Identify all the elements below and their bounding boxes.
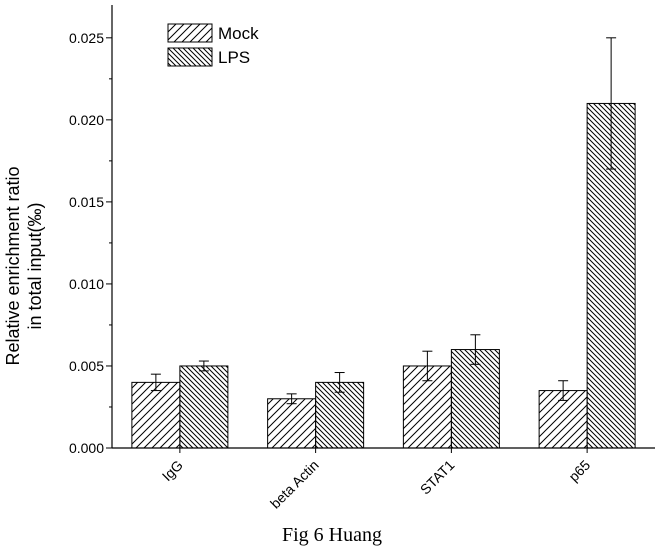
plot-area: IgG beta Actin STAT1 p65 0.000 0.005 0.010 0.01…	[69, 5, 655, 512]
x-tick-label-1: beta Actin	[267, 457, 322, 512]
y-tick-label-1: 0.005	[69, 358, 104, 374]
x-tick-label-2: STAT1	[417, 457, 458, 498]
y-axis-label: Relative enrichment ratio in total input…	[3, 166, 45, 365]
y-tick-label-4: 0.020	[69, 112, 104, 128]
y-axis-label-line-1: Relative enrichment ratio	[3, 166, 23, 365]
x-tick-label-0: IgG	[159, 457, 186, 484]
bar-mock-1	[267, 398, 317, 449]
y-tick-label-0: 0.000	[69, 440, 104, 456]
legend: Mock LPS	[167, 23, 259, 67]
x-tick-label-3: p65	[565, 457, 593, 485]
legend-swatch-lps	[167, 47, 213, 67]
legend-label-mock: Mock	[218, 24, 259, 43]
y-axis-label-line-2: in total input(‰)	[25, 202, 45, 329]
legend-label-lps: LPS	[218, 48, 250, 67]
bar-lps-2	[450, 349, 500, 449]
y-tick-label-5: 0.025	[69, 30, 104, 46]
y-tick-label-2: 0.010	[69, 276, 104, 292]
y-tick-label-3: 0.015	[69, 194, 104, 210]
legend-swatch-mock	[167, 23, 213, 43]
bar-mock-0	[131, 381, 181, 449]
bar-lps-0	[179, 365, 229, 449]
figure-caption: Fig 6 Huang	[282, 524, 382, 546]
